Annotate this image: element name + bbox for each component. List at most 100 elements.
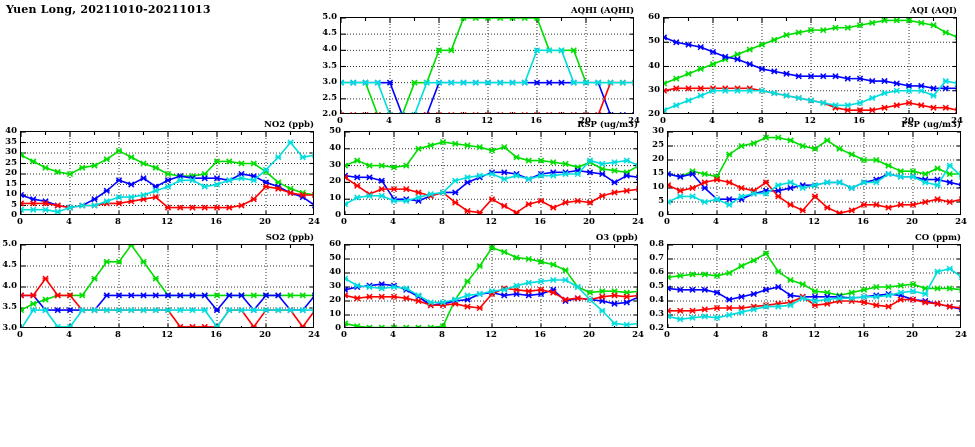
marker-series-blue [611,179,618,186]
ytick-label-fsp: 5 [658,196,664,206]
marker-series-cyan [942,77,949,85]
ytick-label-aqi: 60 [648,12,660,22]
marker-series-blue [623,172,630,179]
marker-series-blue [345,286,349,293]
marker-series-red [521,111,528,113]
marker-series-red [354,295,361,302]
marker-series-cyan [140,306,147,314]
marker-series-cyan [537,278,545,285]
marker-series-red [201,323,208,327]
marker-series-green [701,271,708,278]
xtick-label-aqhi: 24 [628,116,640,126]
marker-series-green [435,47,443,54]
marker-series-cyan [299,154,306,161]
ytick-label-rsp: 30 [329,159,341,170]
marker-series-blue [311,292,313,299]
marker-series-cyan [362,79,369,86]
marker-series-blue [787,292,794,299]
marker-series-red [570,111,577,113]
ytick-label-co: 0.8 [649,239,664,249]
marker-series-green [30,158,37,165]
marker-series-red [345,174,349,181]
marker-series-red [497,111,504,113]
marker-series-cyan [869,94,876,102]
marker-series-cyan [635,162,637,169]
marker-series-blue [664,34,668,41]
ytick-label-aqhi: 2.0 [322,109,337,119]
marker-series-green [934,285,941,292]
marker-series-red [836,210,843,214]
marker-series-cyan [586,296,594,303]
marker-series-cyan [464,292,471,299]
plot-area-fsp [667,131,961,215]
marker-series-blue [262,292,270,299]
xtick-label-fsp: 20 [906,217,918,227]
marker-series-green [140,258,147,265]
marker-series-green [299,292,306,299]
marker-series-cyan [374,79,381,86]
marker-series-cyan [213,323,221,327]
marker-series-green [860,156,868,164]
marker-series-green [746,46,753,53]
marker-series-green [701,170,708,178]
marker-series-cyan [550,276,557,284]
marker-series-cyan [562,170,569,178]
marker-series-blue [599,170,606,178]
marker-series-blue [91,196,98,203]
marker-series-green [439,138,447,146]
xtick-label-rsp: 20 [583,217,595,227]
marker-series-cyan [799,184,806,192]
marker-series-cyan [787,302,794,309]
marker-series-cyan [275,306,282,314]
marker-series-green [403,324,410,327]
marker-series-cyan [415,292,422,299]
marker-series-cyan [713,314,721,321]
marker-series-green [905,18,913,24]
marker-series-cyan [164,183,172,190]
marker-series-red [562,296,569,303]
marker-series-red [311,191,313,199]
marker-series-blue [762,286,770,293]
marker-series-blue [918,82,925,90]
ytick-label-rsp: 10 [329,193,341,204]
xtick-label-co: 12 [808,330,820,340]
marker-series-red [537,286,545,293]
plot-area-aqi [663,17,957,114]
marker-series-red [390,185,398,193]
marker-series-red [909,296,917,303]
xtick-label-aqhi: 4 [386,116,392,126]
marker-series-blue [213,175,221,182]
marker-series-red [595,111,602,113]
marker-series-green [726,151,733,158]
marker-series-cyan [189,177,196,184]
marker-series-green [611,167,618,174]
marker-series-cyan [873,293,880,300]
marker-series-blue [820,73,827,80]
marker-series-green [726,269,733,277]
marker-series-blue [103,187,110,194]
marker-series-cyan [299,306,306,314]
marker-series-cyan [909,288,917,295]
marker-series-green [762,250,770,257]
marker-series-cyan [525,175,532,183]
marker-series-red [21,292,25,299]
marker-series-green [930,22,937,29]
marker-series-red [713,176,721,183]
ytick-label-no2: 5 [11,199,17,210]
marker-series-green [946,170,953,178]
marker-series-red [599,192,606,199]
ytick-label-rsp: 20 [329,176,341,187]
marker-series-cyan [354,282,361,289]
marker-series-cyan [390,283,398,291]
marker-series-blue [783,70,790,77]
marker-series-blue [201,175,208,182]
marker-series-green [345,320,349,327]
marker-series-cyan [726,311,733,319]
marker-series-red [374,111,381,113]
marker-series-cyan [697,92,704,99]
marker-series-cyan [140,191,147,199]
marker-series-red [262,183,270,190]
chart-panel-aqhi: AQHI (AQHI) 2.0 2.5 3.0 3.5 4.0 4.5 5.0 0 4 8 12 16 2… [322,6,640,130]
panel-title-rsp: RSP (ug/m3) [577,120,638,130]
marker-series-green [677,272,684,279]
